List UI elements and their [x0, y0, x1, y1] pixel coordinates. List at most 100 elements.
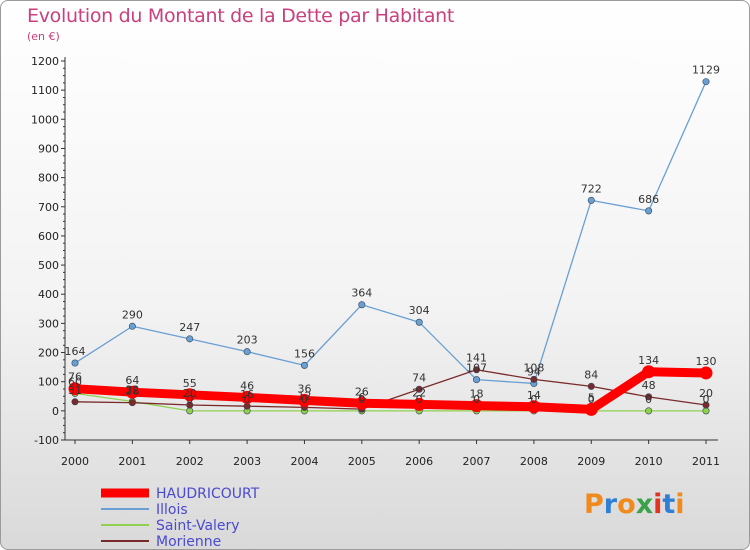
data-point — [702, 401, 710, 409]
data-point — [473, 366, 481, 374]
data-label: 14 — [527, 389, 541, 402]
data-point — [587, 382, 595, 390]
y-tick-label: 200 — [38, 347, 59, 360]
data-label: 64 — [125, 374, 139, 387]
data-label: 94 — [527, 365, 541, 378]
data-point — [128, 322, 136, 330]
data-label: 20 — [183, 387, 197, 400]
x-tick-label: 2010 — [635, 455, 663, 468]
data-point — [415, 385, 423, 393]
y-tick-label: 1100 — [31, 84, 59, 97]
series-line-morienne — [74, 369, 707, 410]
data-label: 31 — [68, 384, 82, 397]
x-tick-label: 2001 — [118, 455, 146, 468]
data-label: 22 — [412, 386, 426, 399]
logo-letter: i — [675, 489, 685, 520]
data-point — [186, 335, 194, 343]
data-point — [71, 398, 79, 406]
data-point — [297, 393, 311, 407]
y-tick-label: 600 — [38, 230, 59, 243]
data-label: 0 — [588, 393, 595, 406]
y-tick-label: 300 — [38, 317, 59, 330]
data-label: 130 — [696, 355, 717, 368]
data-label: 18 — [470, 388, 484, 401]
data-point — [702, 78, 710, 86]
y-tick-label: 1000 — [31, 113, 59, 126]
data-point — [186, 401, 194, 409]
data-label: 46 — [240, 379, 254, 392]
x-tick-label: 2009 — [577, 455, 605, 468]
data-label: 20 — [699, 387, 713, 400]
data-point — [642, 365, 656, 379]
y-tick-label: 1200 — [31, 55, 59, 68]
data-point — [412, 397, 426, 411]
data-label: 247 — [179, 321, 200, 334]
logo-letter: r — [603, 489, 618, 520]
data-point — [68, 382, 82, 396]
x-tick-label: 2011 — [692, 455, 720, 468]
data-label: 26 — [355, 385, 369, 398]
data-label: 364 — [351, 287, 372, 300]
data-label: 722 — [581, 182, 602, 195]
y-tick-label: -100 — [34, 434, 59, 447]
data-label: 141 — [466, 352, 487, 365]
y-tick-label: 500 — [38, 259, 59, 272]
y-tick-label: 700 — [38, 201, 59, 214]
data-point — [645, 207, 653, 215]
data-point — [186, 407, 194, 415]
x-tick-label: 2004 — [290, 455, 318, 468]
chart-subtitle: (en €) — [27, 30, 60, 43]
series-line-illois — [74, 81, 707, 385]
data-point — [355, 396, 369, 410]
y-tick-label: 900 — [38, 142, 59, 155]
data-label: 60 — [68, 375, 82, 388]
y-tick-label: 400 — [38, 288, 59, 301]
data-label: 28 — [125, 385, 139, 398]
data-point — [300, 361, 308, 369]
data-label: 0 — [703, 393, 710, 406]
chart-title: Evolution du Montant de la Dette par Hab… — [27, 5, 455, 27]
data-point — [645, 393, 653, 401]
legend-label: Illois — [156, 502, 188, 518]
data-label: 1129 — [692, 64, 720, 77]
data-point — [645, 407, 653, 415]
data-point — [584, 402, 598, 416]
data-label: 0 — [473, 393, 480, 406]
data-point — [183, 388, 197, 402]
data-label: 0 — [244, 393, 251, 406]
data-label: 74 — [412, 371, 426, 384]
data-point — [71, 359, 79, 367]
data-label: 108 — [523, 361, 544, 374]
logo-letter: P — [584, 489, 604, 520]
x-tick-label: 2007 — [463, 455, 491, 468]
data-label: 0 — [358, 393, 365, 406]
legend-label: HAUDRICOURT — [156, 486, 260, 502]
logo-letter: x — [635, 489, 654, 520]
data-point — [358, 301, 366, 309]
legend-label: Saint-Valery — [156, 518, 240, 534]
proxiti-logo: Proxiti — [584, 489, 685, 520]
data-label: 107 — [466, 362, 487, 375]
data-label: 32 — [125, 384, 139, 397]
data-point — [587, 196, 595, 204]
data-point — [473, 376, 481, 384]
data-label: 0 — [530, 393, 537, 406]
data-label: 134 — [638, 354, 659, 367]
data-label: 0 — [186, 393, 193, 406]
data-label: 84 — [584, 368, 598, 381]
x-tick-label: 2000 — [61, 455, 89, 468]
data-label: 16 — [240, 388, 254, 401]
data-label: 156 — [294, 347, 315, 360]
data-point — [243, 348, 251, 356]
y-tick-label: 100 — [38, 376, 59, 389]
y-tick-label: 800 — [38, 172, 59, 185]
logo-letter: i — [653, 489, 663, 520]
data-point — [125, 385, 139, 399]
data-label: 0 — [645, 393, 652, 406]
data-label: 76 — [68, 371, 82, 384]
data-point — [702, 407, 710, 415]
x-tick-label: 2003 — [233, 455, 261, 468]
data-label: 6 — [358, 391, 365, 404]
